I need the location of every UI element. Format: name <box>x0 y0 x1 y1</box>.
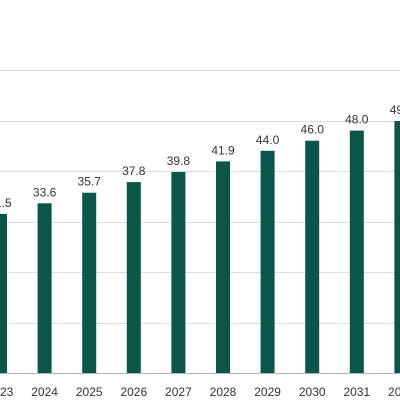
data-label-2031: 48.0 <box>345 113 369 127</box>
data-label-2026: 37.8 <box>122 164 146 178</box>
x-tick-label-2023: 2023 <box>0 385 14 399</box>
data-label-2030: 46.0 <box>301 123 325 137</box>
bar-2032 <box>394 121 400 373</box>
data-label-2027: 39.8 <box>167 154 191 168</box>
bar-2024 <box>37 203 52 373</box>
bar-2023 <box>0 213 7 373</box>
bar-2029 <box>260 150 275 373</box>
x-tick-layer: 2023 2024 2025 2026 2027 2028 2029 2030 2031 2032 <box>0 385 400 399</box>
bar-2030 <box>305 140 320 373</box>
bar-2031 <box>349 130 364 373</box>
x-tick-label-2027: 2027 <box>165 385 192 399</box>
bar-layer <box>0 121 400 373</box>
data-label-layer: 31.5 33.6 35.7 37.8 39.8 41.9 44.0 46.0 48.0 49.9 <box>0 103 400 210</box>
data-label-2028: 41.9 <box>211 143 235 157</box>
x-tick-label-2031: 2031 <box>343 385 370 399</box>
data-label-2032: 49.9 <box>390 103 400 117</box>
x-tick-label-2029: 2029 <box>254 385 281 399</box>
x-tick-label-2028: 2028 <box>210 385 237 399</box>
x-tick-label-2025: 2025 <box>76 385 103 399</box>
bar-2026 <box>126 182 141 373</box>
x-tick-label-2024: 2024 <box>31 385 58 399</box>
grid-layer <box>0 70 400 374</box>
data-label-2023: 31.5 <box>0 196 12 210</box>
data-label-2024: 33.6 <box>33 185 57 199</box>
bar-2028 <box>216 161 230 373</box>
bar-2027 <box>171 172 186 373</box>
data-label-2029: 44.0 <box>256 133 280 147</box>
data-label-2025: 35.7 <box>78 175 102 189</box>
x-tick-label-2030: 2030 <box>299 385 326 399</box>
x-tick-label-2026: 2026 <box>120 385 147 399</box>
x-tick-label-2032: 2032 <box>388 385 400 399</box>
bar-2025 <box>82 192 97 373</box>
